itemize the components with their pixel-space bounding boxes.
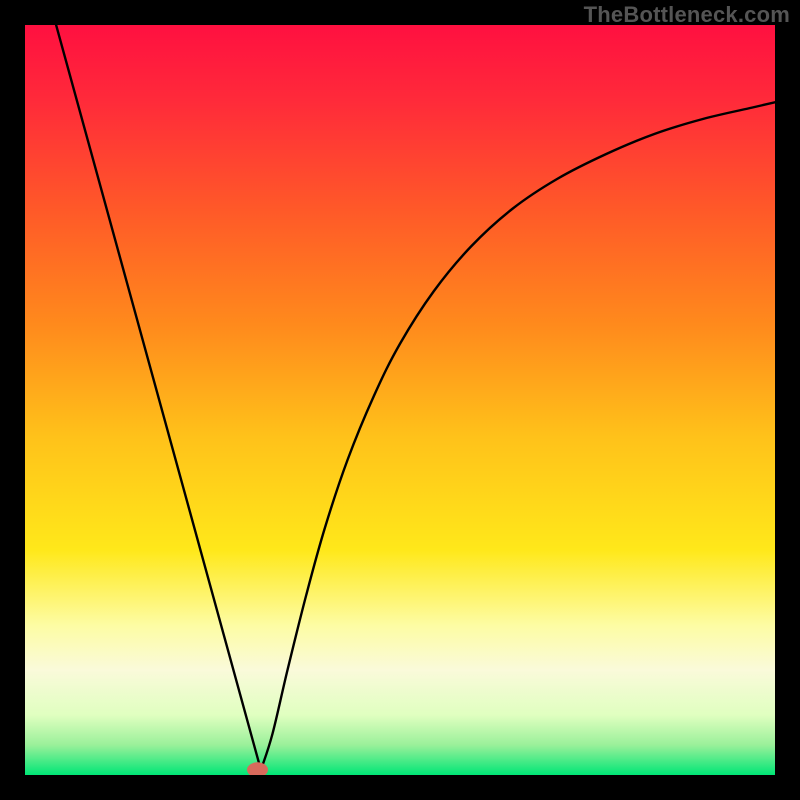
bottleneck-chart bbox=[0, 0, 800, 800]
chart-container: TheBottleneck.com bbox=[0, 0, 800, 800]
chart-gradient-background bbox=[25, 25, 775, 775]
optimum-marker bbox=[247, 762, 268, 777]
watermark-text: TheBottleneck.com bbox=[584, 2, 790, 28]
